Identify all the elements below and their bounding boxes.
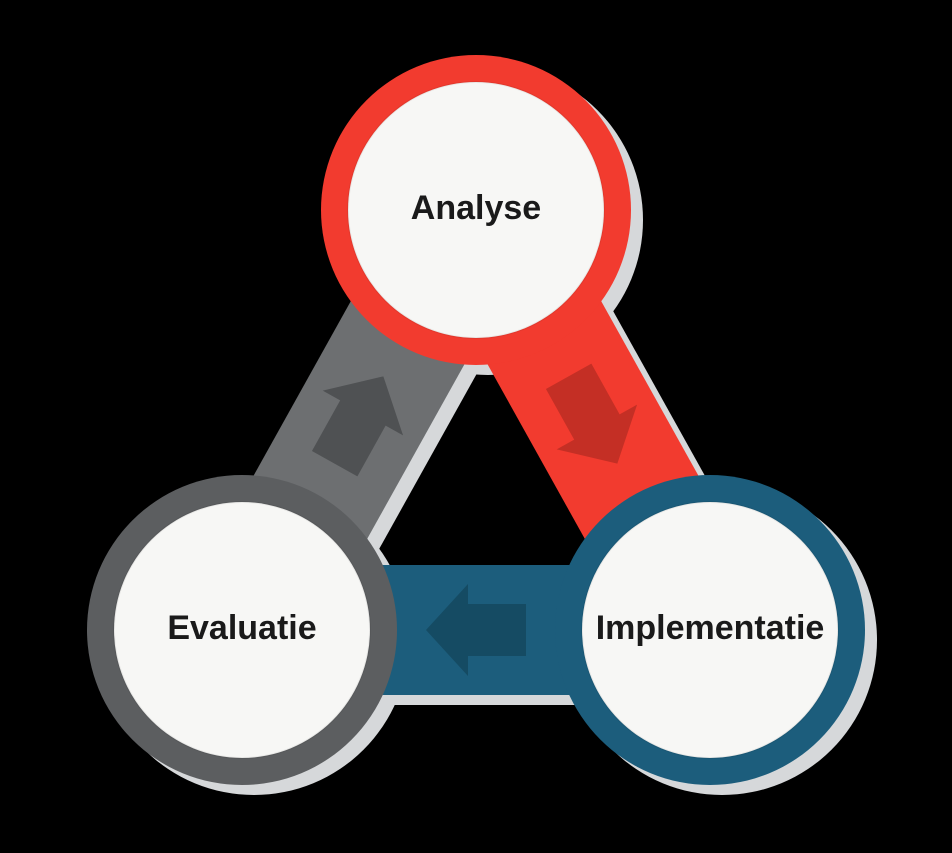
node-label-evaluatie: Evaluatie [167, 609, 316, 647]
cycle-diagram: Analyse Implementatie Evaluatie [0, 0, 952, 853]
node-label-implementatie: Implementatie [596, 609, 825, 647]
node-label-analyse: Analyse [411, 189, 541, 227]
